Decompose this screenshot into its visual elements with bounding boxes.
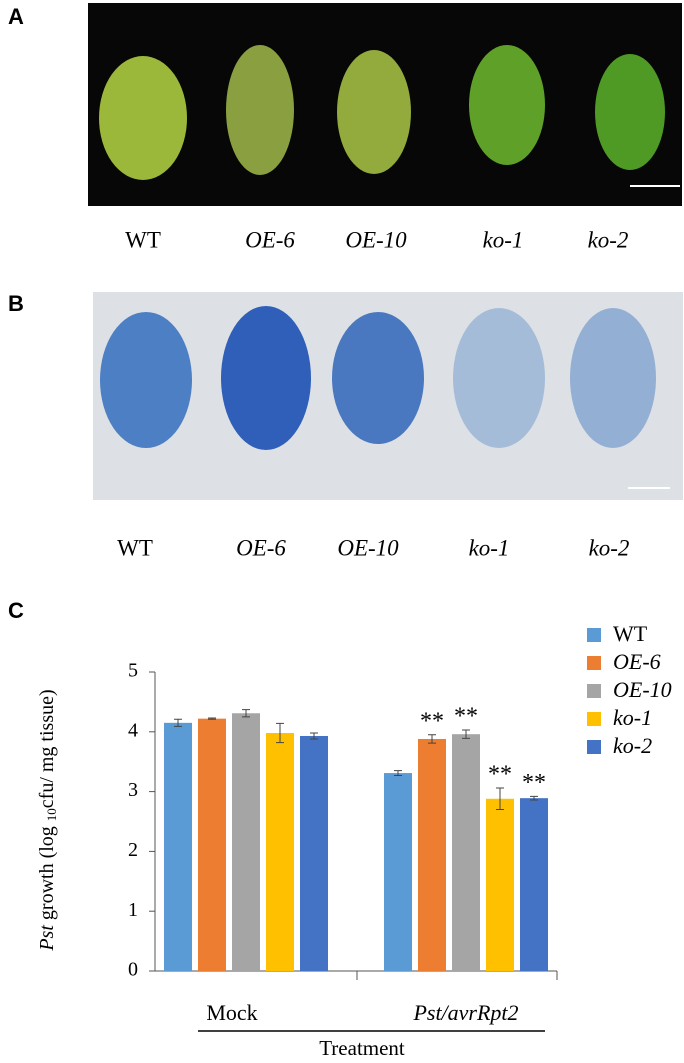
legend-label: OE-6 — [613, 649, 661, 674]
legend-swatch — [587, 684, 601, 698]
photo-label: ko-1 — [483, 227, 524, 252]
bar — [266, 732, 294, 971]
legend-swatch — [587, 712, 601, 726]
photo-label: OE-6 — [236, 535, 286, 560]
error-bar — [242, 709, 250, 718]
bar — [520, 798, 548, 971]
panel-letter: A — [8, 4, 24, 29]
y-tick-label: 5 — [128, 660, 138, 682]
y-tick-label: 3 — [128, 779, 138, 801]
y-tick-label: 2 — [128, 839, 138, 861]
legend-swatch — [587, 740, 601, 754]
photo-label: ko-2 — [589, 535, 630, 560]
bar — [384, 773, 412, 971]
y-tick-label: 1 — [128, 899, 138, 921]
bar — [232, 713, 260, 971]
significance: ** — [420, 708, 444, 734]
bar — [164, 722, 192, 971]
y-tick-label: 4 — [128, 719, 138, 741]
y-tick-label: 0 — [128, 959, 138, 981]
error-bar — [496, 787, 504, 811]
x-tick-label: Mock — [206, 1000, 257, 1025]
legend-label: ko-2 — [613, 733, 652, 758]
error-bar — [208, 717, 216, 720]
bar — [300, 735, 328, 971]
photo-label: WT — [117, 535, 153, 560]
photo-label: ko-2 — [588, 227, 629, 252]
legend-swatch — [587, 628, 601, 642]
error-bar — [394, 770, 402, 776]
panel-letter: C — [8, 598, 24, 623]
error-bar — [310, 732, 318, 740]
photo-label: OE-6 — [245, 227, 295, 252]
legend-label: WT — [613, 621, 648, 646]
significance: ** — [488, 762, 512, 788]
photo-label: OE-10 — [345, 227, 407, 252]
x-tick-label: Pst/avrRpt2 — [412, 1000, 518, 1025]
legend-swatch — [587, 656, 601, 670]
bar — [418, 738, 446, 971]
error-bar — [276, 722, 284, 744]
x-axis-label: Treatment — [319, 1036, 405, 1060]
error-bar — [428, 734, 436, 744]
photo-label: OE-10 — [337, 535, 399, 560]
photo-a — [88, 3, 682, 206]
bar — [486, 798, 514, 971]
significance: ** — [454, 704, 478, 730]
photo-label: WT — [125, 227, 161, 252]
photo-label: ko-1 — [469, 535, 510, 560]
bar — [198, 718, 226, 971]
legend-label: OE-10 — [613, 677, 672, 702]
error-bar — [530, 795, 538, 801]
error-bar — [462, 729, 470, 739]
photo-b — [93, 292, 683, 500]
legend-label: ko-1 — [613, 705, 652, 730]
panel-letter: B — [8, 291, 24, 316]
error-bar — [174, 718, 182, 727]
y-axis-label: Pst growth (log 10cfu/ mg tissue) — [36, 689, 59, 951]
significance: ** — [522, 770, 546, 796]
bar — [452, 734, 480, 971]
